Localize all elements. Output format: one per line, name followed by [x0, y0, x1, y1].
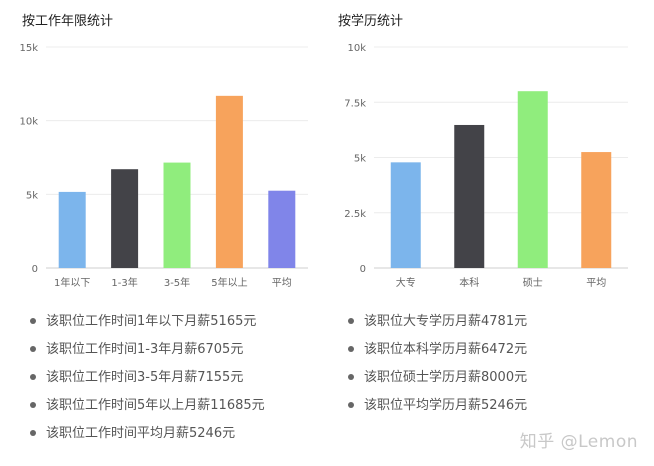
bullet-icon: [30, 345, 36, 352]
y-tick-label: 10k: [347, 43, 366, 54]
bar-5: [268, 190, 296, 268]
bar-1: [390, 162, 421, 268]
x-tick-label: 3-5年: [164, 276, 190, 289]
x-tick-label: 5年以上: [211, 276, 247, 289]
note-text: 该职位工作时间3-5年月薪7155元: [46, 370, 244, 385]
x-tick-label: 平均: [272, 277, 292, 289]
list-item: 该职位本科学历月薪6472元: [348, 336, 527, 364]
bar-1: [58, 191, 86, 268]
y-tick-label: 0: [360, 264, 366, 275]
list-item: 该职位大专学历月薪4781元: [348, 308, 527, 336]
bar-4: [215, 95, 243, 268]
bar-3: [163, 162, 191, 268]
right-chart-title: 按学历统计: [338, 14, 404, 29]
list-item: 该职位工作时间3-5年月薪7155元: [30, 364, 265, 392]
note-text: 该职位硕士学历月薪8000元: [364, 370, 528, 385]
left-chart-title: 按工作年限统计: [22, 14, 114, 29]
bar-3: [517, 91, 548, 268]
list-item: 该职位工作时间1-3年月薪6705元: [30, 336, 265, 364]
list-item: 该职位工作时间平均月薪5246元: [30, 420, 265, 448]
x-tick-label: 大专: [396, 276, 416, 289]
note-text: 该职位工作时间1-3年月薪6705元: [46, 342, 244, 357]
work-years-bar-chart: 0 5k 10k 15k 1年以下 1-3年 3-5年 5年以上 平均: [19, 43, 308, 289]
bar-4: [581, 152, 612, 268]
note-text: 该职位工作时间1年以下月薪5165元: [46, 314, 257, 329]
note-text: 该职位本科学历月薪6472元: [364, 342, 528, 357]
y-tick-label: 5k: [354, 154, 366, 165]
list-item: 该职位工作时间1年以下月薪5165元: [30, 308, 265, 336]
note-text: 该职位工作时间5年以上月薪11685元: [46, 398, 265, 413]
education-bar-chart: 0 2.5k 5k 7.5k 10k 大专 本科 硕士 平均: [344, 43, 628, 289]
bar-2: [454, 124, 485, 268]
bullet-icon: [348, 401, 354, 408]
list-item: 该职位工作时间5年以上月薪11685元: [30, 392, 265, 420]
bar-2: [111, 169, 139, 268]
education-notes: 该职位大专学历月薪4781元 该职位本科学历月薪6472元 该职位硕士学历月薪8…: [348, 308, 527, 420]
list-item: 该职位平均学历月薪5246元: [348, 392, 527, 420]
bullet-icon: [30, 401, 36, 408]
list-item: 该职位硕士学历月薪8000元: [348, 364, 527, 392]
y-tick-label: 0: [32, 264, 38, 275]
x-tick-label: 平均: [586, 277, 606, 289]
bullet-icon: [348, 373, 354, 380]
note-text: 该职位大专学历月薪4781元: [364, 314, 528, 329]
work-years-notes: 该职位工作时间1年以下月薪5165元 该职位工作时间1-3年月薪6705元 该职…: [30, 308, 265, 448]
bullet-icon: [30, 429, 36, 436]
watermark: 知乎 @Lemon: [519, 432, 638, 452]
note-text: 该职位工作时间平均月薪5246元: [46, 426, 236, 441]
bullet-icon: [30, 373, 36, 380]
bullet-icon: [30, 317, 36, 324]
note-text: 该职位平均学历月薪5246元: [364, 398, 528, 413]
x-tick-label: 本科: [459, 276, 479, 289]
x-tick-label: 1-3年: [111, 276, 137, 289]
y-tick-label: 10k: [19, 117, 38, 128]
y-tick-label: 2.5k: [344, 209, 366, 220]
x-tick-label: 硕士: [523, 276, 543, 289]
y-tick-label: 15k: [19, 43, 38, 54]
bullet-icon: [348, 317, 354, 324]
x-tick-label: 1年以下: [54, 276, 90, 289]
y-tick-label: 7.5k: [344, 98, 366, 109]
y-tick-label: 5k: [26, 190, 38, 201]
bullet-icon: [348, 345, 354, 352]
